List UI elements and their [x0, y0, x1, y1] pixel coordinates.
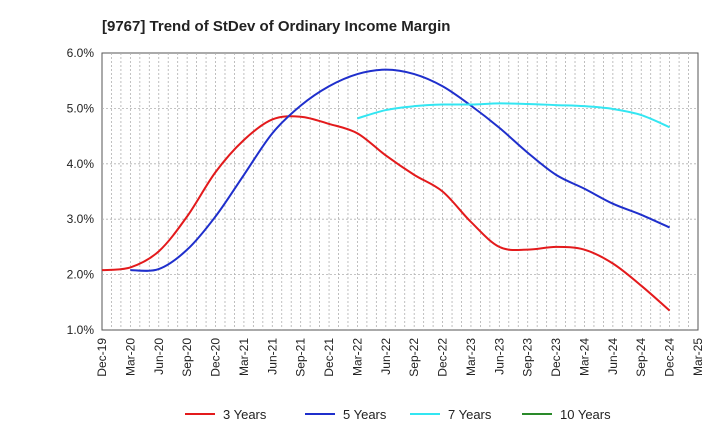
x-tick-label: Dec-23 [549, 338, 563, 377]
x-tick-label: Mar-22 [350, 338, 364, 376]
x-tick-label: Sep-23 [521, 338, 535, 377]
x-tick-label: Sep-24 [634, 338, 648, 377]
x-tick-label: Mar-24 [577, 338, 591, 376]
x-tick-label: Mar-25 [691, 338, 705, 376]
legend-label: 7 Years [448, 407, 492, 422]
x-tick-label: Dec-21 [322, 338, 336, 377]
x-tick-label: Dec-22 [436, 338, 450, 377]
series-line-5-years [130, 68, 671, 272]
x-axis-ticks: Dec-19 Mar-20 Jun-20 Sep-20 Dec-20 Mar-21 Jun-… [95, 338, 705, 377]
legend: 3 Years 5 Years 7 Years 10 Years [185, 407, 611, 422]
x-tick-label: Sep-22 [407, 338, 421, 377]
x-tick-label: Dec-24 [663, 338, 677, 377]
x-tick-label: Jun-21 [265, 338, 279, 375]
chart-title: [9767] Trend of StDev of Ordinary Income… [102, 18, 450, 35]
x-tick-label: Sep-20 [180, 338, 194, 377]
x-tick-label: Dec-19 [95, 338, 109, 377]
x-tick-label: Mar-23 [464, 338, 478, 376]
x-tick-label: Jun-22 [379, 338, 393, 375]
legend-label: 10 Years [560, 407, 611, 422]
y-tick-label: 1.0% [67, 323, 95, 337]
y-tick-label: 3.0% [67, 212, 95, 226]
x-tick-label: Jun-24 [606, 338, 620, 375]
legend-label: 3 Years [223, 407, 267, 422]
legend-label: 5 Years [343, 407, 387, 422]
y-tick-label: 5.0% [67, 101, 95, 115]
x-tick-label: Dec-20 [209, 338, 223, 377]
series-line-7-years [357, 102, 671, 129]
series-lines [101, 68, 671, 312]
x-tick-label: Jun-20 [152, 338, 166, 375]
series-line-3-years [101, 115, 671, 312]
x-tick-label: Jun-23 [492, 338, 506, 375]
y-axis-ticks: 1.0% 2.0% 3.0% 4.0% 5.0% 6.0% [67, 46, 95, 337]
x-tick-label: Mar-20 [123, 338, 137, 376]
y-tick-label: 2.0% [67, 268, 95, 282]
y-tick-label: 4.0% [67, 157, 95, 171]
y-tick-label: 6.0% [67, 46, 95, 60]
plot-area [101, 52, 699, 331]
x-tick-label: Sep-21 [294, 338, 308, 377]
x-tick-label: Mar-21 [237, 338, 251, 376]
